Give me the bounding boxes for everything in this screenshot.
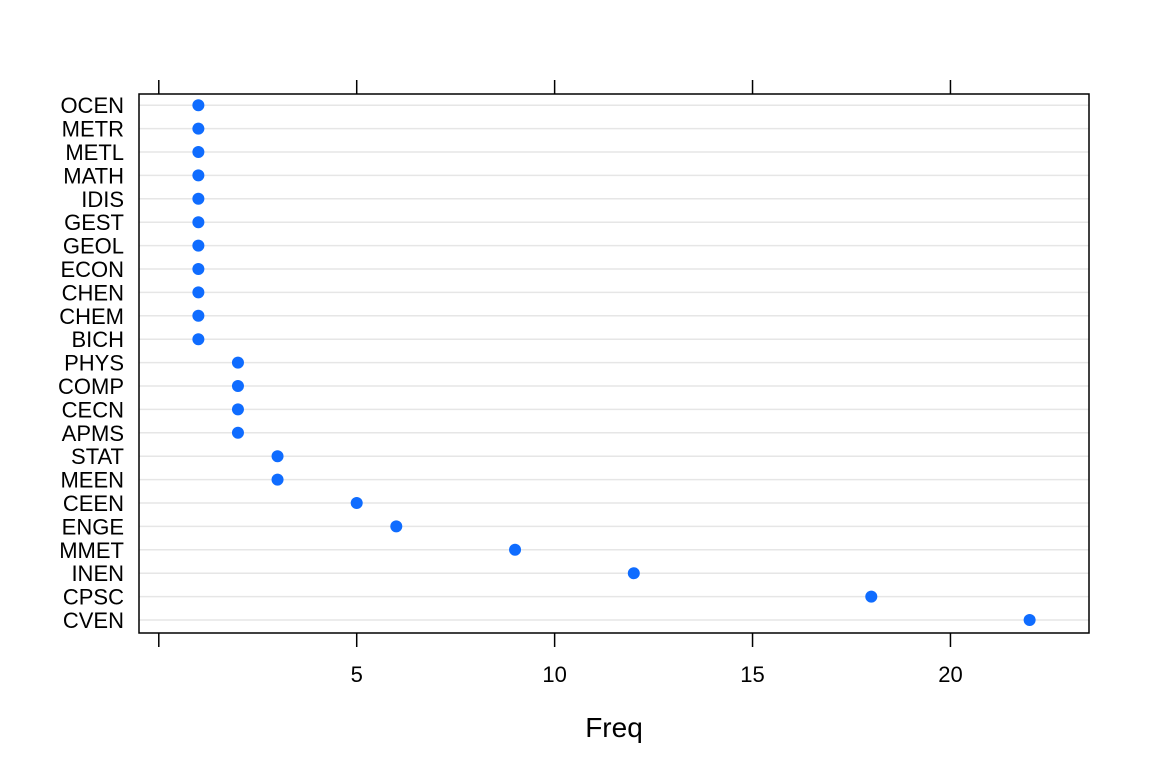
category-label: ENGE: [62, 514, 124, 539]
data-point: [390, 520, 403, 533]
data-point: [192, 333, 205, 346]
x-tick-label: 15: [740, 662, 764, 687]
category-label: METR: [62, 117, 124, 142]
data-point: [350, 497, 363, 509]
data-point: [192, 99, 205, 112]
category-label: OCEN: [60, 93, 124, 118]
data-point: [627, 567, 640, 580]
data-point: [192, 146, 205, 158]
data-point: [192, 122, 205, 135]
category-label: PHYS: [64, 351, 124, 376]
data-point: [192, 309, 205, 322]
category-label: CHEM: [59, 304, 124, 329]
category-label: CVEN: [63, 608, 124, 633]
category-label: STAT: [71, 444, 124, 469]
category-label: BICH: [71, 327, 124, 352]
axis-ticks: [158, 80, 952, 647]
category-label: MEEN: [60, 468, 124, 493]
category-label: GEOL: [63, 234, 124, 259]
data-point: [192, 263, 205, 275]
data-point: [231, 426, 244, 439]
data-point: [509, 543, 522, 556]
data-point: [271, 450, 284, 463]
data-point: [192, 239, 205, 252]
data-points: [192, 99, 1036, 626]
category-label: MMET: [59, 538, 124, 563]
plot-frame: [138, 93, 1090, 634]
category-label: COMP: [58, 374, 124, 399]
data-point: [865, 590, 878, 603]
x-tick-label: 20: [938, 662, 962, 687]
data-point: [1023, 614, 1036, 626]
category-label: INEN: [71, 561, 124, 586]
category-label: IDIS: [81, 187, 124, 212]
data-point: [192, 192, 205, 205]
category-label: CPSC: [63, 585, 124, 610]
category-label: CEEN: [63, 491, 124, 516]
data-point: [192, 216, 205, 229]
x-tick-label: 5: [351, 662, 363, 687]
data-point: [231, 403, 244, 416]
x-tick-labels: 5 10 15 20: [351, 662, 963, 687]
category-label: METL: [65, 140, 124, 165]
category-label: CHEN: [62, 280, 124, 305]
category-labels: CVENCPSCINENMMETENGECEENMEENSTATAPMSCECN…: [58, 93, 124, 633]
category-label: MATH: [63, 163, 124, 188]
data-point: [192, 286, 205, 299]
x-tick-label: 10: [542, 662, 566, 687]
category-label: ECON: [60, 257, 124, 282]
category-label: APMS: [62, 421, 124, 446]
data-point: [192, 169, 205, 182]
data-point: [231, 380, 244, 392]
category-label: GEST: [64, 210, 124, 235]
category-label: CECN: [62, 397, 124, 422]
x-axis-title: Freq: [585, 712, 643, 743]
data-point: [231, 356, 244, 369]
data-point: [271, 473, 284, 486]
grid-lines: [139, 104, 1089, 621]
